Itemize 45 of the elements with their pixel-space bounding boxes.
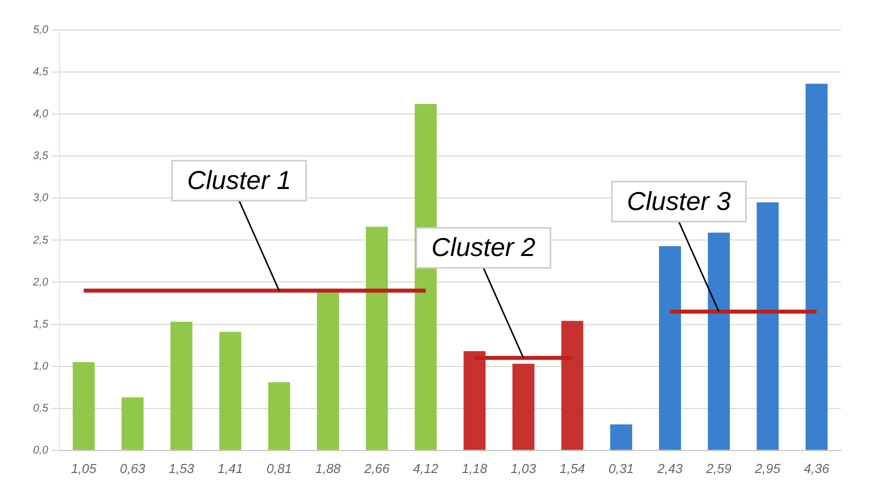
bar	[756, 202, 779, 450]
x-tick-label: 2,95	[754, 460, 782, 476]
bar	[806, 84, 828, 450]
bar	[708, 232, 730, 450]
bar	[610, 424, 632, 450]
x-tick-label: 1,41	[218, 460, 243, 476]
x-tick-label: 1,05	[71, 460, 98, 476]
bar	[72, 362, 95, 450]
x-tick-label: 1,88	[315, 460, 342, 476]
x-tick-label: 0,63	[120, 460, 146, 476]
y-tick-label: 1,0	[32, 360, 50, 372]
x-tick-label: 1,03	[510, 460, 537, 476]
y-tick-label: 0,0	[32, 444, 50, 456]
y-tick-label: 3,5	[32, 150, 50, 162]
bar	[561, 320, 584, 450]
y-tick-label: 3,0	[32, 192, 50, 204]
bar	[512, 364, 534, 450]
bar	[317, 292, 339, 450]
x-tick-label: 4,12	[413, 460, 440, 476]
y-tick-label: 2,0	[32, 276, 50, 288]
bar	[219, 332, 242, 450]
x-tick-label: 4,36	[804, 460, 830, 476]
y-tick-label: 2,5	[32, 234, 50, 246]
x-tick-label: 2,43	[656, 460, 684, 476]
bar	[170, 322, 192, 450]
x-tick-label: 1,54	[560, 460, 585, 476]
bar	[464, 351, 486, 450]
y-tick-label: 5,0	[32, 24, 50, 36]
annotation: Cluster 2	[431, 232, 536, 262]
x-tick-label: 0,31	[608, 460, 634, 476]
x-tick-label: 1,18	[462, 460, 488, 476]
y-tick-label: 1,5	[32, 318, 50, 330]
bar	[366, 226, 388, 450]
bar	[268, 382, 290, 450]
annotation: Cluster 1	[187, 164, 292, 195]
annotation: Cluster 3	[626, 186, 732, 216]
bar	[122, 397, 144, 450]
x-tick-label: 0,81	[266, 460, 292, 476]
x-tick-label: 1,53	[168, 460, 195, 476]
y-tick-label: 4,5	[32, 66, 50, 78]
x-tick-label: 2,59	[705, 460, 732, 476]
bar	[659, 246, 681, 450]
y-tick-label: 4,0	[32, 108, 50, 120]
y-tick-label: 0,5	[32, 402, 50, 414]
x-tick-label: 2,66	[363, 460, 390, 476]
